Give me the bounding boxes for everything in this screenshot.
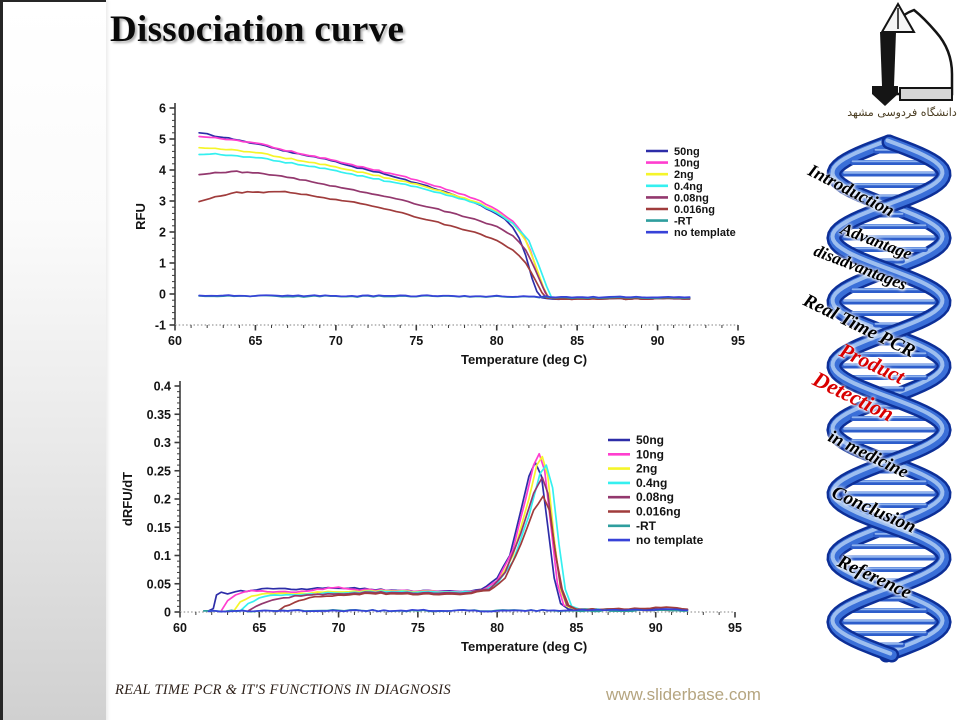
y-tick-label: -1 xyxy=(155,319,166,333)
x-tick-label: 95 xyxy=(728,621,742,635)
rfu-chart-svg: -1 0 1 2 3 4 5 6 60 65 70 75 80 85 90 95 Temperature (de… xyxy=(133,102,745,368)
x-tick-label: 80 xyxy=(490,621,504,635)
x-tick-label: 90 xyxy=(651,334,665,348)
y-tick-label: 1 xyxy=(159,257,166,271)
legend-label: 0.08ng xyxy=(636,490,674,504)
series-0.016ng xyxy=(198,190,691,301)
university-logo: دانشگاه فردوسی مشهد xyxy=(846,1,958,132)
y-tick-label: 0 xyxy=(164,606,171,620)
y-tick-label: 0.1 xyxy=(154,549,171,563)
y-tick-label: 0.15 xyxy=(147,521,171,535)
x-tick-label: 75 xyxy=(411,621,425,635)
series-0.016ng xyxy=(277,495,689,612)
rfu-melt-curve-chart: -1 0 1 2 3 4 5 6 60 65 70 75 80 85 90 95 Temperature (de… xyxy=(128,88,758,374)
legend-label: no template xyxy=(674,227,736,239)
legend-label: -RT xyxy=(674,216,693,228)
y-tick-label: 0.3 xyxy=(154,436,171,450)
y-tick-label: 0.05 xyxy=(147,577,171,591)
series-0.08ng xyxy=(198,170,691,301)
x-tick-label: 60 xyxy=(173,621,187,635)
x-axis-title: Temperature (deg C) xyxy=(461,639,587,654)
series-10ng xyxy=(220,452,689,612)
series-no template xyxy=(198,294,691,299)
y-axis-title: dRFU/dT xyxy=(120,472,135,526)
x-tick-label: 70 xyxy=(332,621,346,635)
dna-helix-graphic xyxy=(826,134,952,663)
pen-body-icon xyxy=(880,32,896,86)
legend-label: 0.4ng xyxy=(674,181,703,193)
x-tick-label: 80 xyxy=(490,334,504,348)
y-tick-label: 2 xyxy=(159,226,166,240)
drfu-chart-svg: 0 0.05 0.1 0.15 0.2 0.25 0.3 0.35 0.4 60 65 70 75 80 8… xyxy=(120,380,742,655)
x-tick-label: 85 xyxy=(569,621,583,635)
series-2ng xyxy=(198,146,691,301)
series-lines xyxy=(202,452,689,613)
legend-label: 2ng xyxy=(636,462,657,476)
series-2ng xyxy=(233,455,689,612)
university-logo-graphic xyxy=(872,1,954,106)
legend-label: 10ng xyxy=(636,447,664,461)
y-tick-label: 4 xyxy=(159,164,166,178)
series-lines xyxy=(198,131,691,301)
y-tick-label: 0 xyxy=(159,288,166,302)
y-tick-label: 3 xyxy=(159,195,166,209)
legend-label: 0.4ng xyxy=(636,476,667,490)
series-50ng xyxy=(207,461,689,612)
y-tick-label: 0.4 xyxy=(154,380,171,394)
y-tick-label: 0.35 xyxy=(147,408,171,422)
logo-base-bar xyxy=(899,87,953,101)
left-gradient-bar xyxy=(0,0,106,720)
y-tick-label: 6 xyxy=(159,102,166,116)
legend-label: 2ng xyxy=(674,169,694,181)
x-tick-label: 85 xyxy=(570,334,584,348)
y-tick-label: 5 xyxy=(159,133,166,147)
watermark-text: www.sliderbase.com xyxy=(606,685,761,704)
footer-title: REAL TIME PCR & IT'S FUNCTIONS IN DIAGNO… xyxy=(115,682,451,698)
y-tick-label: 0.25 xyxy=(147,464,171,478)
axes: -1 0 1 2 3 4 5 6 60 65 70 75 80 85 90 95 Temperature (de… xyxy=(133,102,745,368)
university-logo-caption: دانشگاه فردوسی مشهد xyxy=(847,106,957,119)
x-tick-label: 75 xyxy=(409,334,423,348)
legend-label: -RT xyxy=(636,519,657,533)
y-tick-label: 0.2 xyxy=(154,493,171,507)
page-title: Dissociation curve xyxy=(110,9,405,50)
legend-label: 10ng xyxy=(674,158,700,170)
x-tick-label: 65 xyxy=(248,334,262,348)
series-no template xyxy=(207,608,689,613)
legend-label: 0.016ng xyxy=(674,204,715,216)
derivative-melt-peak-chart: 0 0.05 0.1 0.15 0.2 0.25 0.3 0.35 0.4 60 65 70 75 80 8… xyxy=(118,372,763,672)
axes: 0 0.05 0.1 0.15 0.2 0.25 0.3 0.35 0.4 60 65 70 75 80 8… xyxy=(120,380,742,655)
x-tick-label: 70 xyxy=(329,334,343,348)
series-50ng xyxy=(198,131,691,301)
x-tick-label: 65 xyxy=(252,621,266,635)
y-axis-title: RFU xyxy=(133,203,148,230)
x-tick-label: 90 xyxy=(649,621,663,635)
legend-label: no template xyxy=(636,533,704,547)
x-tick-label: 95 xyxy=(731,334,745,348)
legend-label: 0.08ng xyxy=(674,192,709,204)
x-tick-label: 60 xyxy=(168,334,182,348)
legend-label: 0.016ng xyxy=(636,505,681,519)
x-axis-title: Temperature (deg C) xyxy=(461,352,587,367)
legend-label: 50ng xyxy=(636,433,664,447)
down-arrow-icon xyxy=(872,86,898,106)
legend-label: 50ng xyxy=(674,146,700,158)
